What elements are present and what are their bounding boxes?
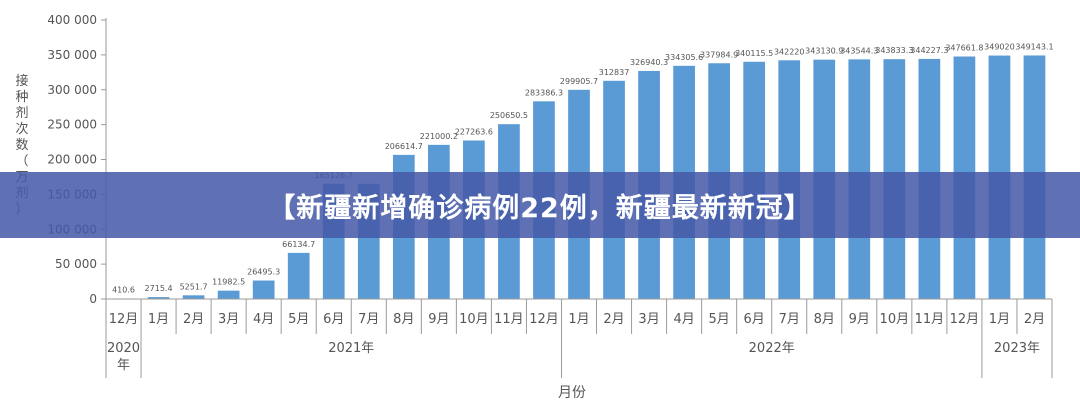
bar-value-label: 283386.3	[525, 88, 563, 97]
bar-value-label: 343544.3	[840, 46, 878, 55]
x-axis: 12月 1月 2月 3月 4月 5月 6月 7月 8月 9月 10月 11月 12月 1月 2月 3月 4月 5月…	[105, 298, 1053, 378]
bar-value-label: 227263.6	[455, 127, 493, 136]
x-tick-label: 5月	[288, 312, 309, 327]
x-tick-label: 1月	[989, 312, 1010, 327]
bar-value-label: 349020	[984, 43, 1015, 52]
year-label: 2022年	[749, 341, 795, 356]
bar-value-label: 11982.5	[212, 278, 245, 287]
bar-value-label: 250650.5	[490, 111, 528, 120]
x-tick-label: 12月	[529, 312, 559, 327]
bar	[252, 280, 275, 299]
bar-value-label: 340115.5	[735, 49, 773, 58]
x-tick-label: 2月	[603, 312, 624, 327]
bar-value-label: 343130.9	[805, 47, 843, 56]
bar-value-label: 334305.6	[665, 53, 703, 62]
bar-value-label: 66134.7	[282, 240, 315, 249]
bar-value-label: 5251.7	[180, 282, 208, 291]
year-label: 2023年	[994, 341, 1040, 356]
x-tick-label: 11月	[915, 312, 945, 327]
x-tick-label: 7月	[358, 312, 379, 327]
x-tick-label: 5月	[709, 312, 730, 327]
y-tick-label: 0	[89, 292, 97, 306]
bar	[217, 290, 240, 299]
bar-value-label: 221000.2	[420, 132, 458, 141]
y-tick-label: 200 000	[47, 153, 97, 167]
year-label: 2021年	[328, 341, 374, 356]
x-tick-label: 1月	[568, 312, 589, 327]
x-tick-label: 8月	[393, 312, 414, 327]
x-tick-label: 2月	[1024, 312, 1045, 327]
bar-value-label: 26495.3	[247, 268, 280, 277]
bar-value-label: 343833.3	[875, 46, 913, 55]
x-tick-label: 10月	[880, 312, 910, 327]
bar-value-label: 326940.3	[630, 58, 668, 67]
x-tick-label: 4月	[673, 312, 694, 327]
y-tick-label: 350 000	[47, 48, 97, 62]
x-tick-label: 6月	[323, 312, 344, 327]
x-tick-label: 12月	[109, 312, 139, 327]
bar-value-label: 347661.8	[945, 44, 983, 53]
x-tick-label: 2月	[183, 312, 204, 327]
banner-title: 【新疆新增确诊病例22例，新疆最新新冠】	[268, 192, 812, 224]
title-banner: 【新疆新增确诊病例22例，新疆最新新冠】	[0, 172, 1080, 238]
x-tick-label: 6月	[744, 312, 765, 327]
bar-value-label: 342220	[774, 47, 805, 56]
bar	[147, 297, 170, 299]
x-tick-label: 9月	[428, 312, 449, 327]
bar-value-label: 337984.9	[700, 50, 738, 59]
bar	[182, 295, 205, 299]
x-tick-label: 3月	[218, 312, 239, 327]
bar-value-label: 312837	[599, 68, 630, 77]
y-tick-label: 400 000	[47, 13, 97, 27]
x-axis-title: 月份	[558, 385, 586, 401]
y-tick-label: 300 000	[47, 83, 97, 97]
x-tick-label: 12月	[950, 312, 980, 327]
bar	[287, 252, 310, 299]
y-tick-label: 250 000	[47, 118, 97, 132]
bar-value-label: 299905.7	[560, 77, 598, 86]
year-label: 2020 年	[107, 341, 140, 373]
bar-value-label: 206614.7	[385, 142, 423, 151]
x-tick-label: 9月	[849, 312, 870, 327]
x-tick-label: 3月	[638, 312, 659, 327]
x-tick-label: 10月	[459, 312, 489, 327]
x-tick-label: 11月	[494, 312, 524, 327]
bar-value-label: 2715.4	[145, 284, 173, 293]
x-tick-label: 8月	[814, 312, 835, 327]
bar-value-label: 349143.1	[1015, 42, 1053, 51]
bar-value-label: 410.6	[112, 286, 135, 295]
bar-value-label: 344227.3	[910, 46, 948, 55]
y-tick-label: 50 000	[55, 257, 97, 271]
x-tick-label: 1月	[148, 312, 169, 327]
x-tick-label: 7月	[779, 312, 800, 327]
x-tick-label: 4月	[253, 312, 274, 327]
